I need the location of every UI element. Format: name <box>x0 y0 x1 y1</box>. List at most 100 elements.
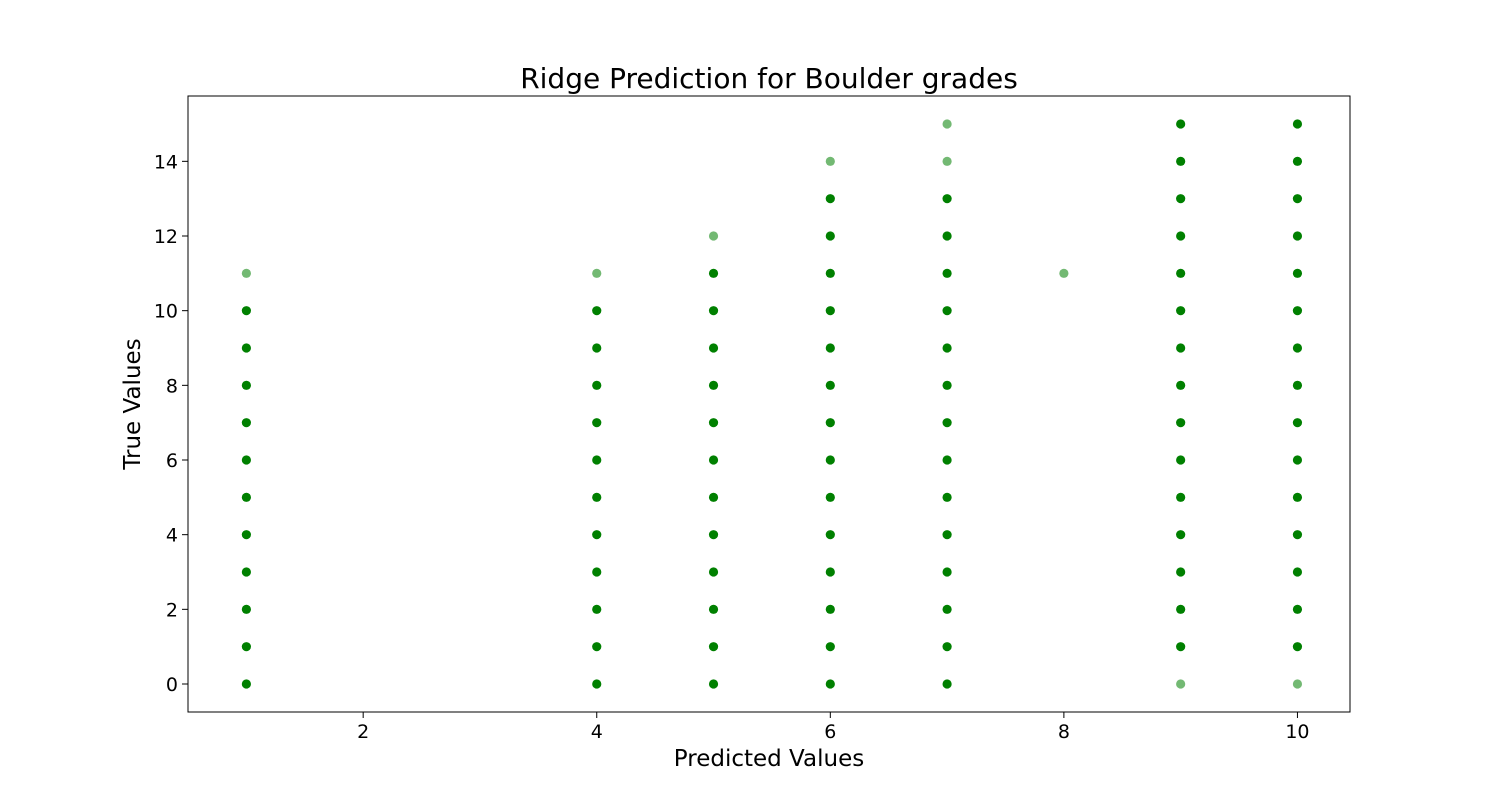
data-point <box>241 567 251 577</box>
data-point <box>942 604 952 614</box>
data-point <box>708 306 719 316</box>
data-point <box>1176 343 1186 353</box>
data-point <box>708 604 719 614</box>
data-point <box>241 530 251 540</box>
data-point <box>1176 231 1186 241</box>
data-point <box>825 156 835 166</box>
data-point <box>1176 492 1186 502</box>
data-point <box>1176 455 1186 465</box>
data-point <box>592 604 602 614</box>
data-point <box>942 306 952 316</box>
data-point <box>708 642 719 652</box>
x-tick-label: 10 <box>1285 721 1309 743</box>
data-point <box>1292 306 1303 316</box>
data-point <box>942 268 952 278</box>
data-point <box>241 343 251 353</box>
data-point <box>241 268 251 278</box>
data-point <box>825 306 835 316</box>
data-point <box>1176 119 1186 129</box>
data-point <box>825 679 835 689</box>
data-point <box>708 418 719 428</box>
y-tick-label: 4 <box>166 525 178 547</box>
data-point <box>1292 380 1303 390</box>
data-point <box>1176 530 1186 540</box>
data-point <box>592 343 602 353</box>
data-point <box>241 455 251 465</box>
data-point <box>1176 604 1186 614</box>
data-point <box>1292 231 1303 241</box>
data-point <box>241 604 251 614</box>
data-point <box>942 642 952 652</box>
data-point <box>708 343 719 353</box>
data-point <box>942 194 952 204</box>
y-tick-label: 8 <box>166 375 178 397</box>
y-tick-label: 0 <box>166 674 178 696</box>
data-point <box>241 492 251 502</box>
x-tick-label: 4 <box>591 721 603 743</box>
data-point <box>1292 492 1303 502</box>
data-point <box>942 156 952 166</box>
data-point <box>592 268 602 278</box>
data-point <box>942 492 952 502</box>
data-point <box>708 492 719 502</box>
data-point <box>241 642 251 652</box>
data-point <box>825 567 835 577</box>
data-point <box>1176 268 1186 278</box>
data-point <box>592 306 602 316</box>
y-tick-label: 10 <box>154 301 178 323</box>
data-point <box>1292 679 1303 689</box>
data-point <box>592 492 602 502</box>
data-point <box>942 679 952 689</box>
data-point <box>708 380 719 390</box>
chart-title: Ridge Prediction for Boulder grades <box>520 62 1018 95</box>
data-point <box>592 530 602 540</box>
data-point <box>1292 567 1303 577</box>
y-tick-label: 6 <box>166 450 178 472</box>
data-point <box>1059 268 1069 278</box>
data-point <box>1292 530 1303 540</box>
y-axis-label: True Values <box>120 338 146 470</box>
data-point <box>241 679 251 689</box>
data-point <box>825 530 835 540</box>
data-point <box>1176 194 1186 204</box>
data-point <box>825 268 835 278</box>
data-point <box>825 380 835 390</box>
data-point <box>825 455 835 465</box>
data-point <box>825 418 835 428</box>
data-point <box>825 604 835 614</box>
y-tick-label: 14 <box>154 151 178 173</box>
data-point <box>942 530 952 540</box>
data-point <box>592 567 602 577</box>
data-point <box>241 418 251 428</box>
data-point <box>592 380 602 390</box>
y-tick-label: 2 <box>166 599 178 621</box>
data-point <box>708 231 719 241</box>
data-point <box>1292 343 1303 353</box>
y-tick-label: 12 <box>154 226 178 248</box>
data-point <box>1292 156 1303 166</box>
x-axis-label: Predicted Values <box>674 746 864 772</box>
data-point <box>708 530 719 540</box>
data-point <box>708 679 719 689</box>
data-point <box>1176 418 1186 428</box>
data-point <box>241 380 251 390</box>
data-point <box>942 418 952 428</box>
data-point <box>1292 418 1303 428</box>
data-point <box>708 567 719 577</box>
data-point <box>1292 119 1303 129</box>
x-tick-label: 2 <box>357 721 369 743</box>
data-point <box>825 642 835 652</box>
data-point <box>708 268 719 278</box>
data-point <box>1176 380 1186 390</box>
data-point <box>1176 642 1186 652</box>
x-tick-label: 8 <box>1058 721 1070 743</box>
data-point <box>708 455 719 465</box>
x-tick-label: 6 <box>824 721 836 743</box>
data-point <box>1292 268 1303 278</box>
data-point <box>241 306 251 316</box>
data-point <box>825 492 835 502</box>
data-point <box>1176 679 1186 689</box>
data-point <box>825 343 835 353</box>
plot-frame <box>187 95 1351 713</box>
